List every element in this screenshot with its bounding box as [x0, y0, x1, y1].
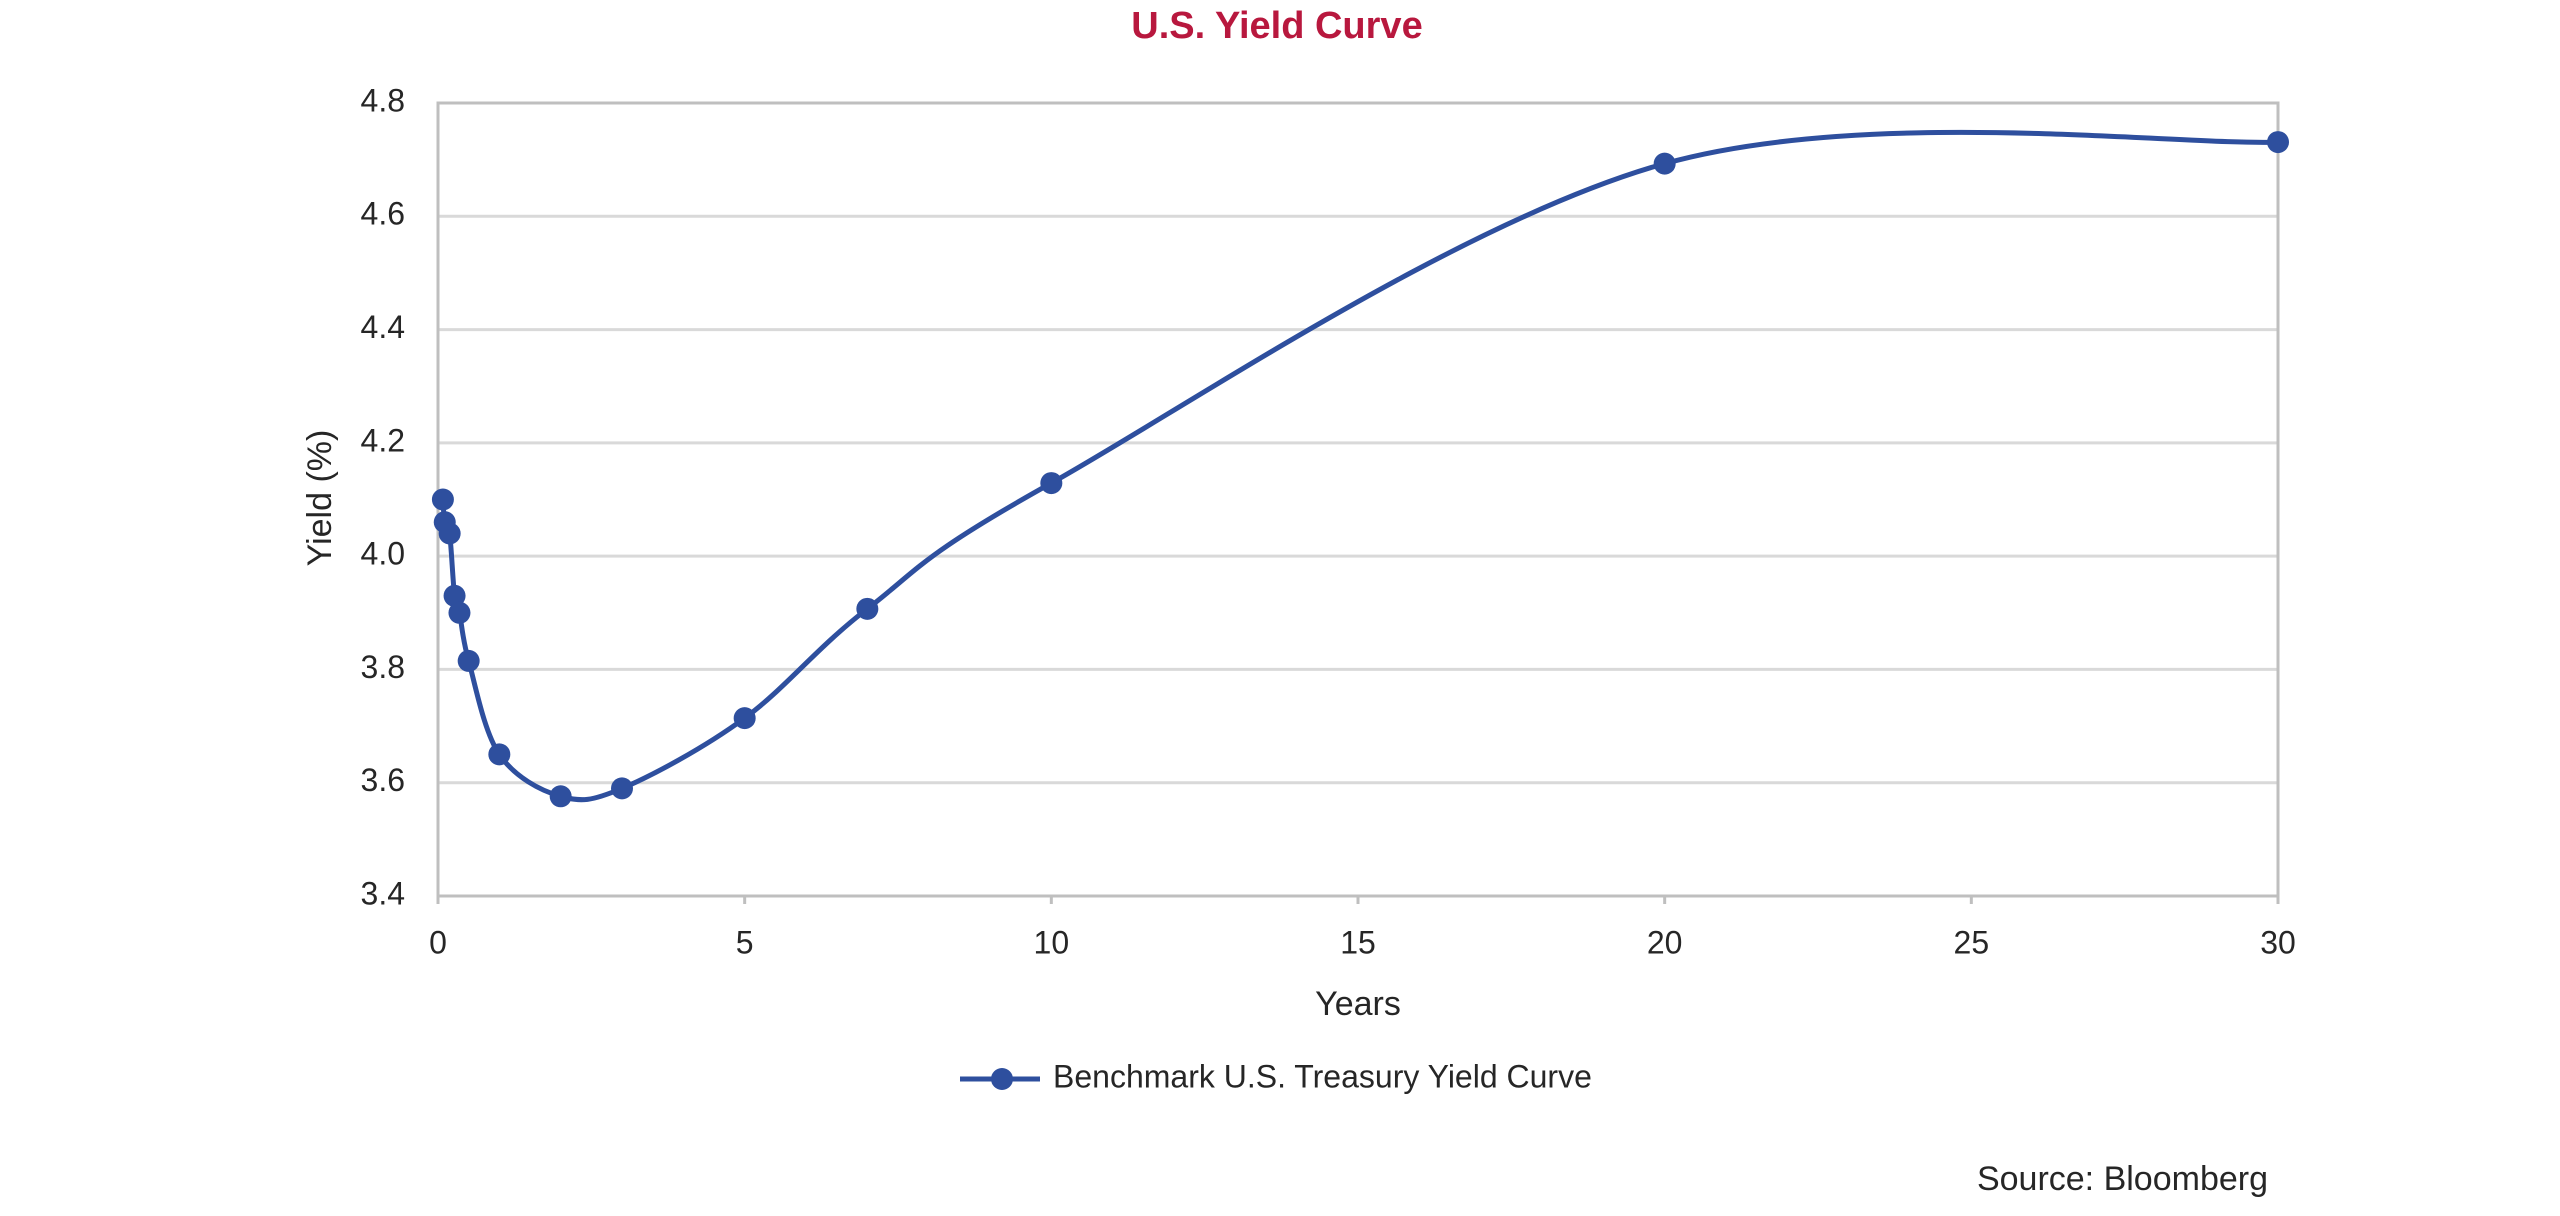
y-tick-label: 4.6 — [361, 196, 405, 232]
data-point — [733, 707, 756, 730]
data-point — [443, 584, 466, 607]
y-tick-label: 3.4 — [361, 875, 405, 911]
plot-frame — [436, 101, 2280, 898]
data-point — [438, 522, 461, 545]
data-point — [1040, 472, 1063, 495]
series-line — [440, 129, 2279, 803]
x-tick-label: 25 — [1954, 924, 1990, 960]
legend-label: Benchmark U.S. Treasury Yield Curve — [1053, 1058, 1592, 1094]
x-tick-label: 10 — [1034, 924, 1070, 960]
data-point — [448, 601, 471, 624]
x-tick-label: 15 — [1340, 924, 1376, 960]
data-point — [549, 785, 572, 808]
data-point — [611, 777, 633, 800]
y-tick-label: 4.4 — [361, 309, 405, 345]
data-point — [1653, 152, 1676, 175]
y-axis-title: Yield (%) — [301, 430, 339, 567]
data-point — [488, 743, 511, 766]
x-tick-label: 0 — [429, 924, 447, 960]
source-note: Source: Bloomberg — [1977, 1160, 2268, 1198]
data-point — [431, 488, 454, 511]
chart-title: U.S. Yield Curve — [1131, 5, 1422, 47]
x-tick-label: 20 — [1647, 924, 1683, 960]
y-tick-label: 4.8 — [361, 82, 405, 118]
x-axis-title: Years — [1315, 985, 1401, 1023]
data-point — [457, 649, 480, 672]
y-tick-label: 3.6 — [361, 762, 405, 798]
y-tick-label: 3.8 — [361, 649, 405, 685]
y-tick-label: 4.2 — [361, 422, 405, 458]
y-tick-label: 4.0 — [361, 536, 405, 572]
data-point — [2267, 131, 2289, 154]
legend-marker — [991, 1068, 1013, 1090]
x-tick-label: 30 — [2260, 924, 2296, 960]
x-tick-label: 5 — [736, 924, 754, 960]
data-point — [856, 597, 879, 620]
